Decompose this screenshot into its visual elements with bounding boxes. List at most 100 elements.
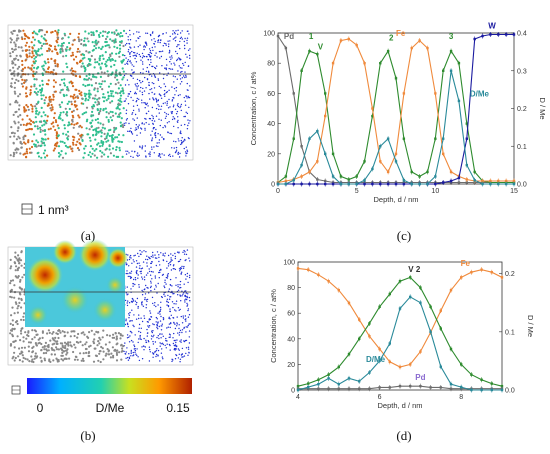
- data-point: [316, 129, 319, 133]
- atom-point: [177, 357, 180, 359]
- atom-point: [13, 81, 17, 84]
- atom-point: [97, 126, 100, 129]
- data-point: [449, 288, 453, 292]
- atom-point: [136, 31, 138, 33]
- atom-point: [13, 153, 16, 156]
- atom-point: [11, 323, 15, 327]
- atom-point: [188, 106, 190, 109]
- atom-point: [131, 309, 133, 311]
- atom-point: [61, 345, 64, 348]
- atom-point: [117, 155, 120, 158]
- atom-point: [164, 344, 166, 347]
- atom-point: [16, 129, 19, 132]
- data-point: [473, 179, 476, 182]
- atom-point: [167, 326, 169, 328]
- atom-point: [30, 128, 33, 131]
- atom-point: [180, 124, 182, 127]
- atom-point: [159, 320, 162, 322]
- atom-point: [127, 150, 129, 152]
- atom-point: [90, 33, 93, 37]
- atom-point: [50, 122, 53, 125]
- atom-point: [11, 32, 14, 35]
- data-point: [402, 137, 406, 140]
- atom-point: [67, 100, 71, 103]
- atom-point: [61, 351, 64, 354]
- atom-point: [188, 330, 191, 332]
- atom-point: [128, 258, 131, 261]
- atom-point: [97, 101, 100, 105]
- atom-point: [124, 63, 126, 65]
- atom-point: [15, 39, 18, 42]
- atom-point: [85, 111, 88, 114]
- data-point: [300, 69, 303, 72]
- data-point: [442, 152, 445, 155]
- atom-point: [157, 79, 160, 82]
- atom-point: [154, 67, 157, 70]
- atom-point: [73, 330, 76, 333]
- atom-point: [169, 261, 171, 264]
- atom-point: [144, 127, 146, 130]
- atom-point: [133, 65, 135, 68]
- atom-point: [12, 340, 15, 343]
- atom-point: [99, 149, 102, 153]
- atom-point: [60, 89, 63, 92]
- atom-point: [141, 146, 143, 149]
- atom-point: [167, 275, 169, 277]
- atom-point: [75, 143, 78, 146]
- atom-point: [68, 107, 71, 111]
- atom-point: [119, 334, 122, 337]
- data-point: [300, 182, 303, 186]
- atom-point: [75, 55, 78, 58]
- atom-point: [102, 329, 105, 332]
- atom-point: [128, 122, 130, 125]
- atom-point: [146, 258, 149, 261]
- atom-point: [146, 286, 148, 289]
- atom-point: [138, 330, 140, 333]
- atom-point: [108, 353, 111, 356]
- atom-point: [140, 327, 142, 329]
- atom-point: [145, 87, 147, 89]
- atom-point: [143, 55, 146, 58]
- atom-point: [111, 58, 114, 61]
- atom-point: [18, 65, 21, 68]
- atom-point: [40, 144, 43, 147]
- atom-point: [27, 345, 30, 348]
- atom-point: [112, 39, 115, 42]
- atom-point: [141, 301, 143, 304]
- atom-point: [29, 93, 32, 96]
- atom-point: [176, 104, 179, 106]
- atom-point: [90, 115, 93, 118]
- atom-point: [175, 277, 177, 279]
- data-point: [480, 388, 483, 392]
- atom-point: [166, 300, 168, 302]
- atom-point: [139, 132, 142, 134]
- atom-point: [135, 93, 137, 95]
- atom-point: [120, 358, 123, 361]
- annotation: Fe: [461, 259, 471, 268]
- atom-point: [43, 123, 46, 126]
- data-point: [449, 49, 453, 53]
- atom-point: [54, 90, 57, 93]
- atom-point: [140, 86, 142, 89]
- atom-point: [15, 138, 18, 141]
- atom-point: [66, 86, 69, 89]
- atom-point: [116, 136, 119, 139]
- atom-point: [24, 34, 27, 37]
- atom-point: [169, 326, 171, 329]
- atom-point: [181, 77, 184, 79]
- atom-point: [33, 78, 36, 81]
- atom-point: [138, 317, 140, 320]
- atom-point: [186, 275, 188, 278]
- atom-point: [57, 29, 60, 32]
- atom-point: [153, 87, 156, 89]
- atom-point: [136, 104, 139, 107]
- atom-point: [160, 325, 162, 327]
- atom-point: [177, 44, 179, 46]
- atom-point: [182, 356, 184, 358]
- atom-point: [164, 111, 166, 114]
- atom-point: [37, 144, 40, 147]
- atom-point: [181, 353, 184, 355]
- atom-point: [160, 269, 162, 271]
- atom-point: [47, 67, 50, 70]
- atom-point: [66, 351, 69, 354]
